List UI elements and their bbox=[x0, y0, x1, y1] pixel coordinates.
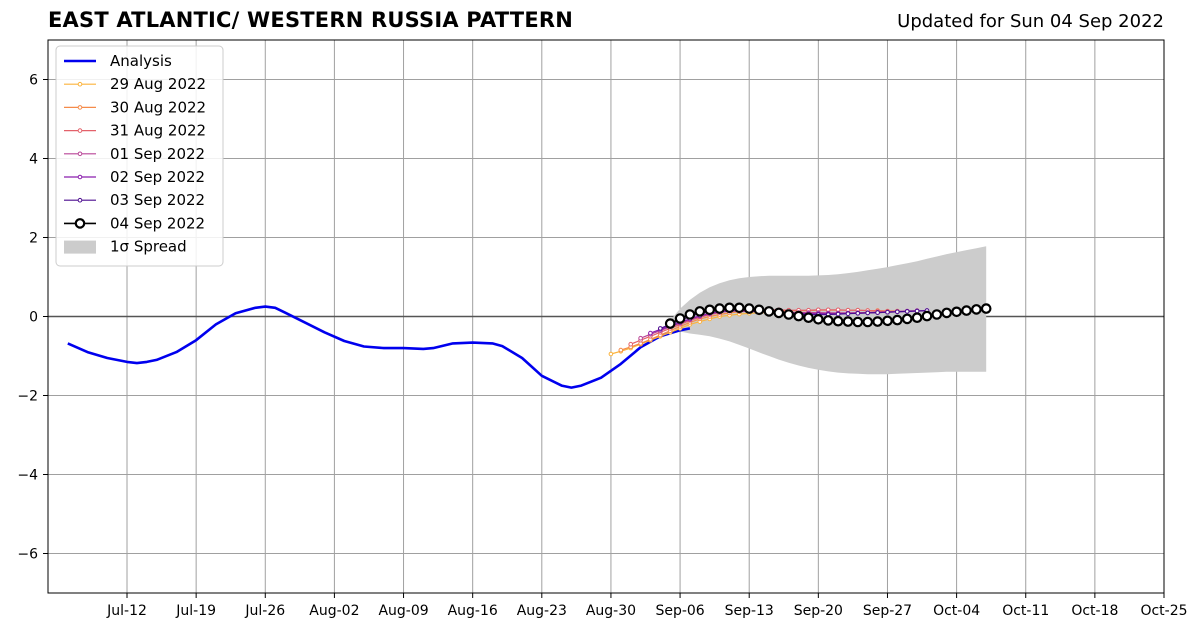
forecast-point bbox=[803, 312, 814, 323]
legend-swatch-marker bbox=[77, 151, 83, 157]
legend-label-forecast: 04 Sep 2022 bbox=[110, 214, 205, 232]
forecast-point bbox=[855, 311, 861, 316]
y-tick-label: −6 bbox=[17, 547, 38, 563]
y-tick-label: 0 bbox=[29, 310, 38, 326]
forecast-point bbox=[904, 309, 910, 314]
forecast-point bbox=[743, 303, 755, 314]
forecast-point bbox=[852, 316, 864, 328]
analysis-line bbox=[67, 305, 691, 389]
x-tick-label: Aug-09 bbox=[378, 603, 428, 619]
forecast-point bbox=[674, 313, 686, 324]
x-tick-label: Aug-30 bbox=[586, 603, 636, 619]
forecast-point bbox=[872, 316, 883, 327]
forecast-series-04-sep-2022 bbox=[664, 302, 992, 329]
series-layer bbox=[67, 302, 992, 389]
x-tick-label: Jul-12 bbox=[106, 603, 147, 619]
y-tick-label: 4 bbox=[29, 152, 38, 168]
forecast-point bbox=[704, 304, 715, 316]
x-tick-label: Sep-13 bbox=[725, 603, 774, 619]
forecast-point bbox=[865, 310, 871, 316]
forecast-point bbox=[733, 302, 745, 314]
forecast-point bbox=[773, 307, 785, 319]
legend-box bbox=[55, 45, 224, 267]
legend-label-forecast: 02 Sep 2022 bbox=[110, 168, 205, 186]
legend-label-forecast: 01 Sep 2022 bbox=[110, 145, 205, 163]
forecast-point bbox=[901, 313, 913, 325]
forecast-point bbox=[648, 330, 653, 336]
forecast-point bbox=[835, 311, 841, 317]
forecast-point bbox=[793, 310, 804, 322]
y-axis-ticks: −6 −4 −2 0 2 4 6 bbox=[17, 73, 48, 563]
forecast-point bbox=[980, 303, 992, 314]
forecast-point bbox=[961, 305, 972, 316]
legend-label-forecast: 30 Aug 2022 bbox=[110, 98, 206, 116]
forecast-point bbox=[618, 347, 624, 353]
forecast-point bbox=[832, 315, 844, 327]
forecast-point bbox=[882, 315, 893, 327]
forecast-point bbox=[608, 351, 614, 357]
forecast-point bbox=[891, 314, 903, 326]
forecast-point bbox=[862, 316, 873, 328]
forecast-point bbox=[875, 310, 880, 315]
forecast-point bbox=[971, 304, 982, 315]
legend-swatch-marker bbox=[77, 128, 83, 133]
forecast-point bbox=[783, 309, 794, 320]
legend-label-forecast: 29 Aug 2022 bbox=[110, 75, 206, 93]
forecast-point bbox=[914, 308, 920, 314]
forecast-point bbox=[842, 316, 854, 327]
legend-label-forecast: 31 Aug 2022 bbox=[110, 122, 206, 140]
x-tick-label: Oct-04 bbox=[933, 603, 980, 619]
forecast-point bbox=[714, 303, 725, 314]
forecast-point bbox=[638, 335, 643, 341]
forecast-point bbox=[885, 309, 890, 315]
forecast-point bbox=[911, 312, 923, 323]
x-tick-label: Aug-02 bbox=[309, 603, 359, 619]
legend-swatch-marker bbox=[77, 105, 83, 110]
y-tick-label: 6 bbox=[29, 73, 38, 89]
x-tick-label: Sep-06 bbox=[655, 603, 704, 619]
forecast-point bbox=[658, 326, 663, 331]
x-tick-label: Sep-20 bbox=[794, 603, 843, 619]
forecast-point bbox=[664, 318, 676, 329]
x-tick-label: Aug-16 bbox=[448, 603, 498, 619]
legend-label-analysis: Analysis bbox=[110, 52, 172, 70]
forecast-point bbox=[812, 313, 824, 325]
x-tick-label: Jul-26 bbox=[244, 603, 285, 619]
x-tick-label: Sep-27 bbox=[863, 603, 912, 619]
chart-title: EAST ATLANTIC/ WESTERN RUSSIA PATTERN bbox=[48, 8, 574, 32]
x-tick-label: Aug-23 bbox=[517, 603, 567, 619]
x-tick-label: Jul-19 bbox=[175, 603, 216, 619]
chart-subtitle: Updated for Sun 04 Sep 2022 bbox=[897, 11, 1164, 32]
x-axis-ticks: Jul-12 Jul-19 Jul-26 Aug-02 Aug-09 Aug-16 Aug-… bbox=[106, 593, 1188, 619]
forecast-point bbox=[921, 310, 933, 322]
forecast-point bbox=[694, 306, 706, 317]
forecast-point bbox=[845, 311, 851, 317]
forecast-point bbox=[628, 341, 634, 347]
forecast-point bbox=[822, 315, 834, 326]
x-tick-label: Oct-11 bbox=[1002, 603, 1049, 619]
legend-swatch-marker bbox=[77, 197, 83, 203]
x-tick-label: Oct-18 bbox=[1071, 603, 1118, 619]
forecast-point bbox=[763, 306, 775, 317]
legend-label-forecast: 03 Sep 2022 bbox=[110, 191, 205, 209]
legend-swatch-spread bbox=[64, 240, 96, 254]
forecast-point bbox=[931, 309, 943, 320]
legend-swatch-marker bbox=[77, 81, 83, 87]
legend-label-spread: 1σ Spread bbox=[110, 238, 187, 256]
forecast-point bbox=[684, 309, 696, 320]
forecast-point bbox=[895, 309, 900, 315]
x-tick-label: Oct-25 bbox=[1140, 603, 1187, 619]
y-tick-label: −4 bbox=[17, 468, 38, 484]
legend-swatch-marker bbox=[74, 218, 86, 229]
forecast-point bbox=[951, 306, 962, 318]
forecast-point bbox=[941, 307, 952, 319]
forecast-point bbox=[753, 304, 765, 316]
legend: Analysis 29 Aug 2022 30 Aug 2022 31 Aug 202… bbox=[55, 45, 224, 267]
forecast-point bbox=[724, 302, 735, 314]
y-tick-label: −2 bbox=[17, 389, 38, 405]
legend-swatch-marker bbox=[77, 174, 83, 180]
y-tick-label: 2 bbox=[29, 231, 38, 247]
